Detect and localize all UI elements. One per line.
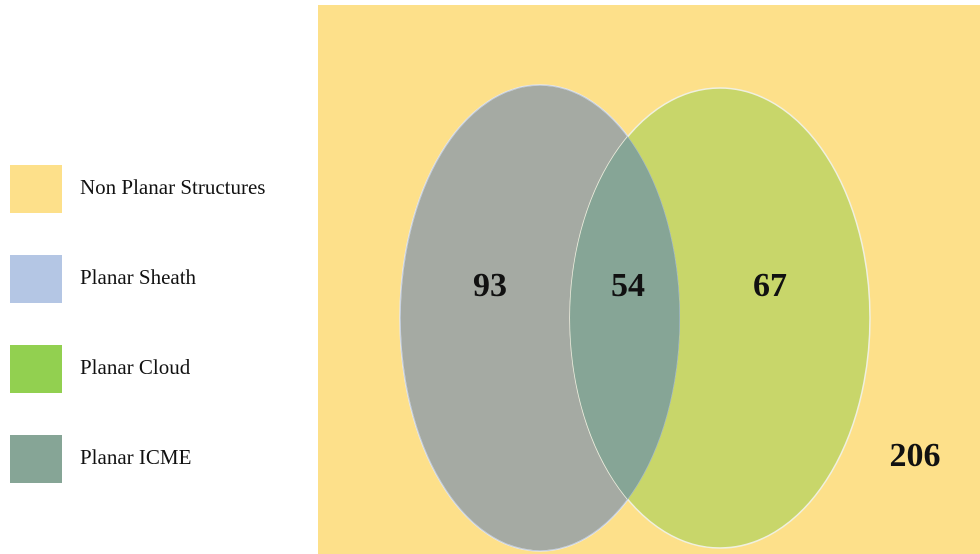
- legend-label: Planar Sheath: [80, 265, 197, 289]
- legend-swatch: [10, 435, 62, 483]
- legend-label: Planar Cloud: [80, 355, 191, 379]
- intersection: [570, 88, 680, 548]
- region-count: 67: [753, 267, 787, 304]
- region-count: 206: [890, 437, 941, 474]
- legend-swatch: [10, 255, 62, 303]
- legend-swatch: [10, 165, 62, 213]
- legend: Non Planar Structures Planar Sheath Planar…: [10, 165, 265, 483]
- region-count: 54: [611, 267, 645, 304]
- legend-swatch: [10, 345, 62, 393]
- legend-label: Non Planar Structures: [80, 175, 265, 199]
- legend-label: Planar ICME: [80, 445, 191, 469]
- region-count: 93: [473, 267, 507, 304]
